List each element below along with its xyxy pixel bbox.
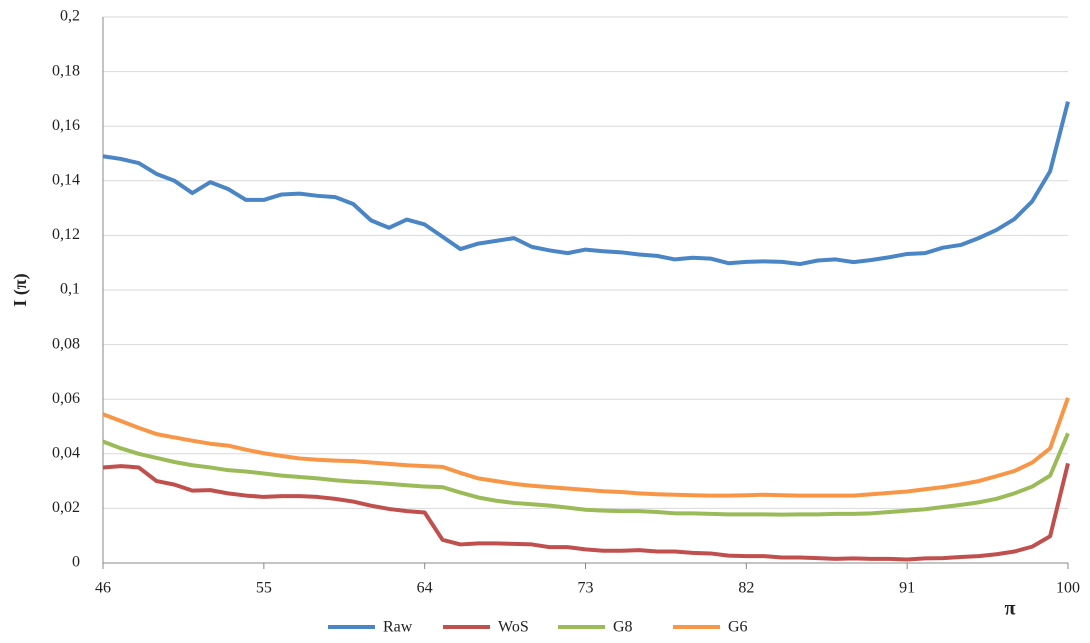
y-tick-label: 0,18 [52, 62, 80, 79]
y-tick-label: 0,02 [52, 499, 80, 516]
x-tick-label: 73 [578, 580, 594, 597]
y-tick-label: 0,04 [52, 444, 80, 461]
y-tick-label: 0,12 [52, 226, 80, 243]
x-tick-label: 64 [417, 580, 433, 597]
data-line [102, 397, 1070, 498]
x-axis-label: π [1005, 598, 1016, 620]
x-tick-label: 46 [95, 580, 111, 597]
x-tick-label: 91 [899, 580, 915, 597]
data-line [102, 462, 1070, 562]
x-tick-label: 100 [1056, 580, 1080, 597]
y-tick-label: 0,16 [52, 117, 80, 134]
y-tick-label: 0,1 [60, 281, 80, 298]
data-line [102, 101, 1070, 267]
legend-label: G6 [728, 619, 748, 636]
y-tick-label: 0,14 [52, 171, 80, 188]
y-tick-label: 0,08 [52, 335, 80, 352]
y-tick-label: 0 [72, 554, 80, 571]
data-line [102, 432, 1070, 517]
x-tick-label: 55 [256, 580, 272, 597]
legend-label: Raw [383, 619, 413, 636]
x-tick-label: 82 [738, 580, 754, 597]
y-tick-label: 0,2 [60, 8, 80, 25]
y-axis-label: I (π) [10, 273, 31, 306]
legend-label: WoS [498, 619, 529, 636]
y-tick-label: 0,06 [52, 390, 80, 407]
legend-label: G8 [613, 619, 633, 636]
